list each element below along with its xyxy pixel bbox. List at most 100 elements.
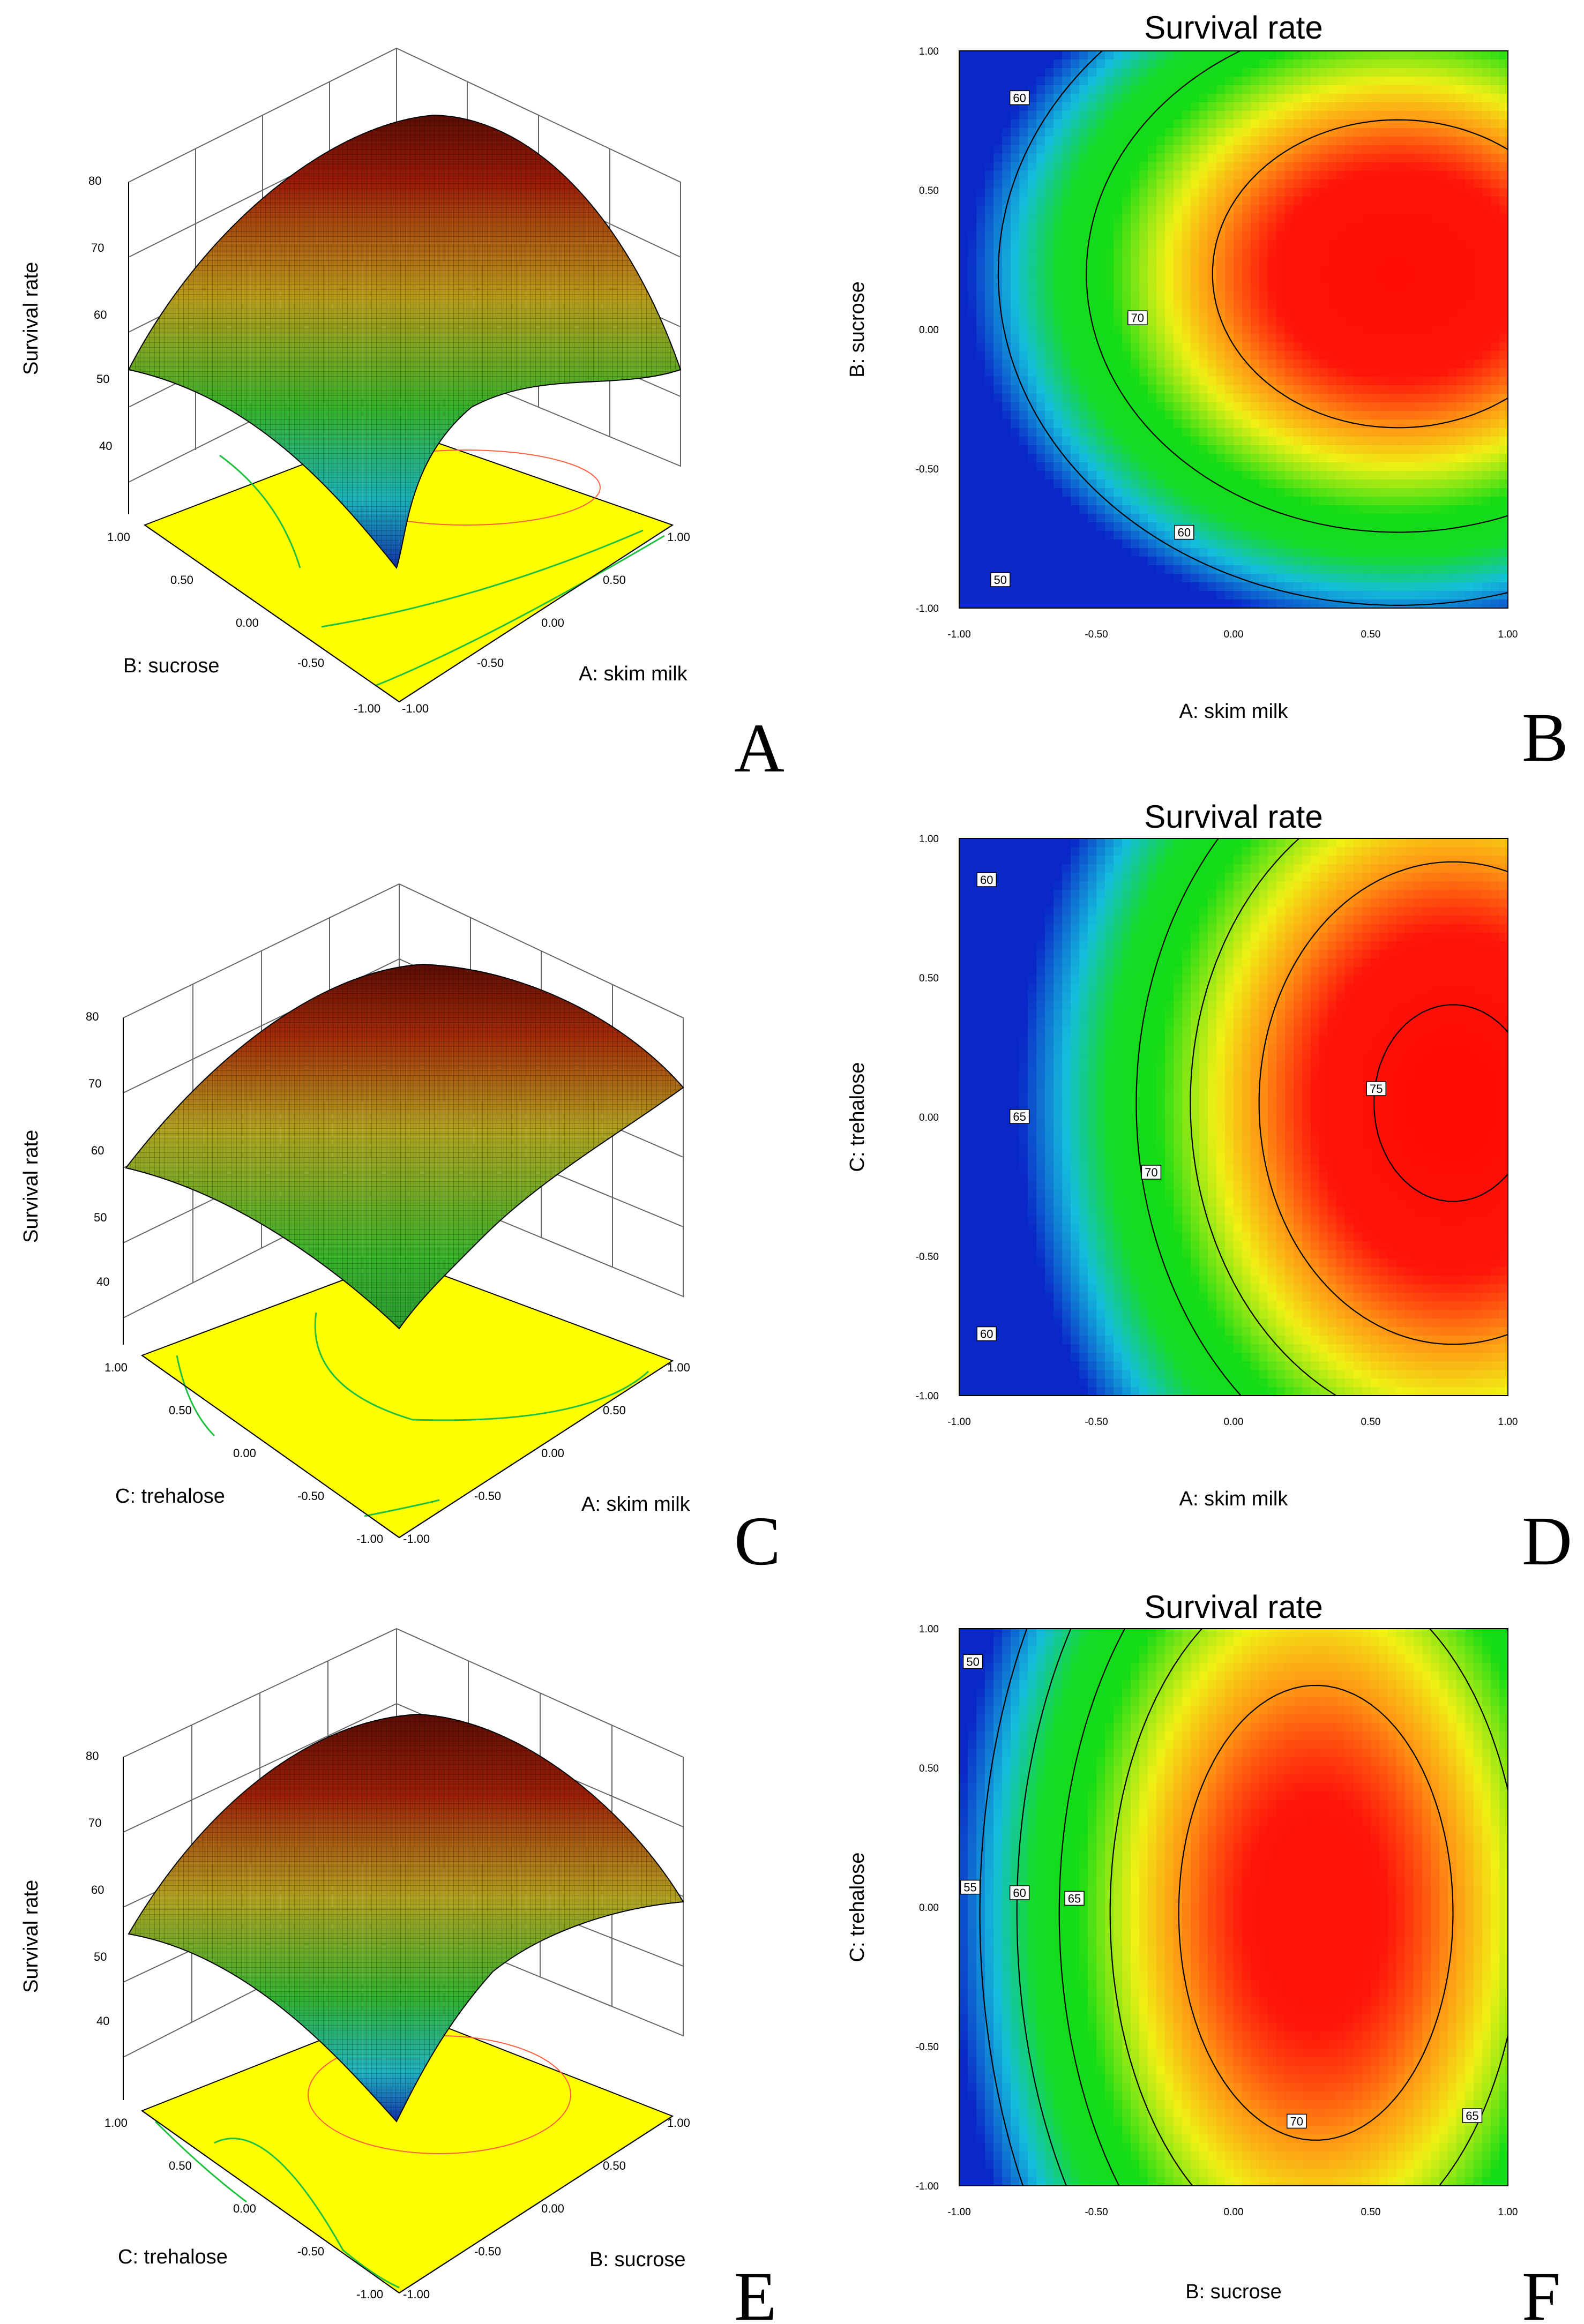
panel-b-heatmap-cell [1354,231,1363,240]
panel-b-heatmap-cell [1199,445,1208,454]
panel-b-heatmap-cell [1165,462,1174,471]
panel-d-heatmap-cell [1011,1078,1020,1088]
panel-b-heatmap-cell [1208,205,1217,214]
panel-b-heatmap-cell [1345,419,1354,429]
panel-b-heatmap-cell [1319,531,1328,540]
panel-d-heatmap-cell [1045,1370,1054,1379]
panel-b-heatmap-cell [1131,205,1140,214]
panel-d-heatmap-cell [993,1344,1003,1353]
panel-b-heatmap-cell [1216,342,1226,351]
panel-b-heatmap-cell [1414,197,1423,206]
panel-b-heatmap-cell [1096,145,1105,154]
panel-b-heatmap-cell [1131,462,1140,471]
panel-b-heatmap-cell [1311,574,1320,583]
panel-b-heatmap-cell [1345,231,1354,240]
panel-b-heatmap-cell [1482,565,1491,574]
panel-b-heatmap-cell [1276,188,1286,197]
panel-d-heatmap-cell [959,941,968,950]
panel-d-heatmap-cell [1011,847,1020,856]
panel-b-heatmap-cell [1491,85,1500,94]
panel-d-heatmap-cell [968,1293,977,1302]
panel-d-heatmap-cell [1028,941,1037,950]
panel-d-heatmap-cell [985,1301,994,1310]
panel-b-heatmap-cell [1294,171,1303,180]
panel-b-heatmap-cell [1294,334,1303,343]
panel-b-heatmap-cell [1328,548,1337,557]
panel-d-heatmap-cell [1002,1318,1011,1328]
panel-b-heatmap-cell [1216,437,1226,446]
panel-b-heatmap-cell [1422,102,1431,111]
panel-b-heatmap-cell [1439,282,1448,291]
panel-b-heatmap-cell [1414,454,1423,463]
panel-d-heatmap-cell [1045,1173,1054,1182]
panel-a-surface: 80 70 60 50 40 1.00 0.50 0.00 -0.50 -1.0… [20,48,784,787]
panel-b-heatmap-cell [1131,257,1140,266]
panel-b-heatmap-cell [1225,299,1234,309]
panel-b-heatmap-cell [1448,359,1457,369]
panel-d-heatmap-cell [1019,1267,1028,1276]
panel-b-heatmap-cell [1234,385,1243,394]
panel-b-heatmap-cell [1388,428,1397,437]
panel-b-heatmap-cell [1354,291,1363,300]
panel-b-heatmap-cell [1208,154,1217,163]
panel-b-heatmap-cell [1371,145,1380,154]
panel-b-heatmap-cell [1259,197,1268,206]
panel-d-heatmap-cell [1011,1181,1020,1190]
panel-b-heatmap-cell [1379,574,1388,583]
panel-b-heatmap-cell [1148,462,1157,471]
panel-b-heatmap-cell [1388,291,1397,300]
panel-b-heatmap-cell [1499,428,1508,437]
panel-b-heatmap-cell [1251,454,1260,463]
panel-b-heatmap-cell [1465,265,1474,274]
panel-b-heatmap-cell [1165,282,1174,291]
panel-b-heatmap-cell [1199,514,1208,523]
panel-b-heatmap-cell [1448,574,1457,583]
panel-b-heatmap-cell [1251,282,1260,291]
panel-b-heatmap-cell [1165,454,1174,463]
panel-b-heatmap-cell [1019,359,1028,369]
panel-b-heatmap-cell [1465,377,1474,386]
panel-b-heatmap-cell [1156,471,1165,480]
panel-b-heatmap-cell [1131,179,1140,189]
panel-b-heatmap-cell [1396,394,1406,403]
panel-b-heatmap-cell [1122,368,1131,377]
panel-b-heatmap-cell [1122,257,1131,266]
panel-d-heatmap-cell [1002,1301,1011,1310]
panel-b-heatmap-cell [1302,257,1311,266]
panel-b-heatmap-cell [1242,197,1251,206]
panel-b-heatmap-cell [1019,231,1028,240]
panel-b-heatmap-cell [1122,479,1131,489]
panel-b-heatmap-cell [1002,171,1011,180]
panel-b-heatmap-cell [1174,102,1183,111]
panel-b-heatmap-cell [1062,299,1071,309]
panel-b-heatmap-cell [1174,591,1183,600]
panel-d-heatmap-cell [1019,1138,1028,1148]
panel-b-heatmap-cell [1062,419,1071,429]
panel-b-heatmap-cell [1302,51,1311,60]
panel-b-heatmap-cell [1199,222,1208,231]
panel-b-heatmap-cell [1336,179,1346,189]
panel-b-heatmap-cell [1216,591,1226,600]
panel-b-heatmap-cell [1259,137,1268,146]
panel-d-heatmap-cell [959,967,968,976]
panel-b-heatmap-cell [1482,171,1491,180]
panel-d-heatmap-cell [976,1361,985,1370]
panel-b-heatmap-cell [1174,59,1183,69]
panel-b-heatmap-cell [1276,531,1286,540]
panel-d-heatmap-cell [1002,1087,1011,1096]
panel-b-heatmap-cell [1182,128,1191,137]
panel-b-heatmap-cell [1276,359,1286,369]
panel-d-heatmap-cell [1045,1353,1054,1362]
panel-b-heatmap-cell [1336,308,1346,317]
panel-b-heatmap-cell [1362,137,1371,146]
panel-d-heatmap-cell [959,1216,968,1225]
panel-b-heatmap-cell [1156,385,1165,394]
panel-b-heatmap-cell [1302,342,1311,351]
panel-b-heatmap-cell [1319,248,1328,257]
panel-b-heatmap-cell [1011,325,1020,334]
panel-b-heatmap-cell [1156,197,1165,206]
panel-b-heatmap-cell [1148,239,1157,249]
panel-b-heatmap-cell [1388,77,1397,86]
panel-b-heatmap-cell [1208,111,1217,120]
panel-b-heatmap-cell [1405,411,1414,420]
